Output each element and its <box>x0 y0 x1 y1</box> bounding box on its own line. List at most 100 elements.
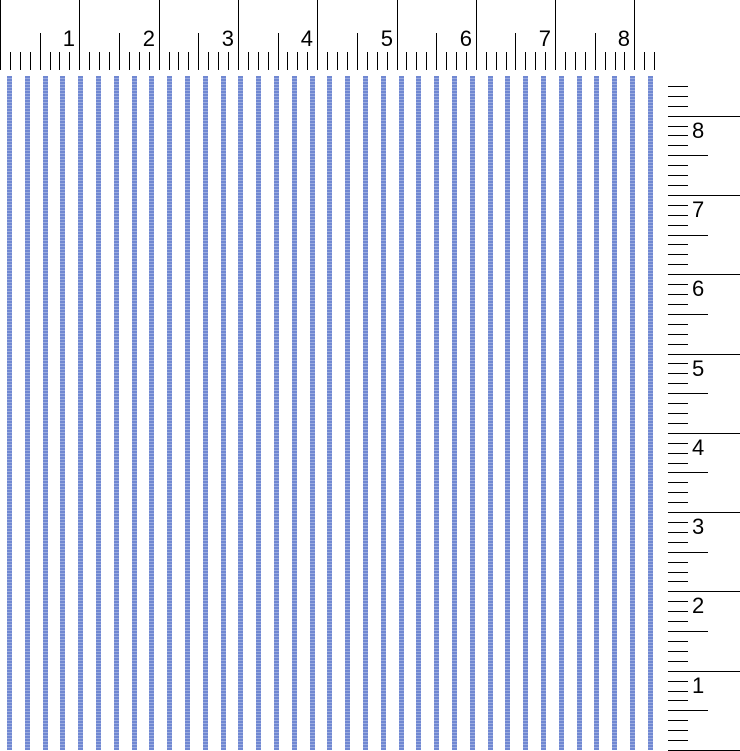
minor-tick <box>644 52 645 70</box>
minor-tick <box>496 52 497 70</box>
minor-tick <box>668 373 688 374</box>
minor-tick <box>406 52 407 70</box>
minor-tick <box>668 453 688 454</box>
stripe <box>380 76 386 750</box>
side-ruler: 1 2 3 4 5 6 7 8 <box>666 72 740 751</box>
minor-tick <box>178 52 179 70</box>
minor-tick <box>357 33 358 70</box>
major-tick <box>476 0 477 70</box>
minor-tick <box>327 52 328 70</box>
stripe <box>398 76 404 750</box>
ruler-label: 6 <box>459 26 472 51</box>
stripe <box>202 76 208 750</box>
stripe <box>576 76 582 750</box>
minor-tick <box>668 235 708 236</box>
stripe <box>505 76 511 750</box>
minor-tick <box>278 33 279 70</box>
minor-tick <box>668 344 688 345</box>
fabric-swatch <box>0 76 660 750</box>
minor-tick <box>139 52 140 70</box>
minor-tick <box>188 52 189 70</box>
minor-tick <box>426 52 427 70</box>
stripe <box>60 76 66 750</box>
major-tick <box>159 0 160 70</box>
minor-tick <box>466 52 467 70</box>
major-tick <box>397 0 398 70</box>
minor-tick <box>668 552 708 553</box>
minor-tick <box>486 52 487 70</box>
minor-tick <box>297 52 298 70</box>
minor-tick <box>668 403 688 404</box>
minor-tick <box>668 145 688 146</box>
major-tick <box>238 0 239 70</box>
stripe <box>113 76 119 750</box>
stripe <box>594 76 600 750</box>
minor-tick <box>668 126 688 127</box>
minor-tick <box>367 52 368 70</box>
minor-tick <box>149 52 150 70</box>
major-tick <box>668 433 740 434</box>
minor-tick <box>624 52 625 70</box>
minor-tick <box>456 52 457 70</box>
minor-tick <box>436 33 437 70</box>
minor-tick <box>506 52 507 70</box>
minor-tick <box>668 294 688 295</box>
minor-tick <box>668 264 688 265</box>
stripe <box>185 76 190 750</box>
minor-tick <box>668 572 688 573</box>
minor-tick <box>585 52 586 70</box>
minor-tick <box>40 33 41 70</box>
stripe <box>238 76 244 750</box>
minor-tick <box>668 681 688 682</box>
major-tick <box>668 354 740 355</box>
minor-tick <box>668 472 708 473</box>
minor-tick <box>668 304 688 305</box>
minor-tick <box>20 52 21 70</box>
minor-tick <box>89 52 90 70</box>
minor-tick <box>565 52 566 70</box>
minor-tick <box>668 334 688 335</box>
minor-tick <box>109 52 110 70</box>
ruler-label: 5 <box>380 26 393 51</box>
ruler-label: 2 <box>142 26 155 51</box>
minor-tick <box>668 562 688 563</box>
ruler-label: 7 <box>692 197 705 222</box>
minor-tick <box>668 710 708 711</box>
ruler-label: 8 <box>692 118 705 143</box>
minor-tick <box>668 185 688 186</box>
minor-tick <box>595 33 596 70</box>
stripe <box>220 76 226 750</box>
minor-tick <box>668 691 688 692</box>
minor-tick <box>668 205 688 206</box>
ruler-label: 2 <box>692 593 705 618</box>
minor-tick <box>668 314 708 315</box>
minor-tick <box>30 52 31 70</box>
minor-tick <box>668 413 688 414</box>
stripe <box>149 76 155 750</box>
stripe <box>131 76 137 750</box>
minor-tick <box>50 52 51 70</box>
stripe <box>274 76 279 750</box>
minor-tick <box>668 502 688 503</box>
stripe <box>541 76 546 750</box>
minor-tick <box>668 254 688 255</box>
minor-tick <box>668 581 688 582</box>
minor-tick <box>169 52 170 70</box>
minor-tick <box>668 96 688 97</box>
major-tick <box>668 274 740 275</box>
minor-tick <box>668 700 688 701</box>
major-tick <box>317 0 318 70</box>
stripe <box>469 76 475 750</box>
minor-tick <box>668 482 688 483</box>
ruler-label: 8 <box>617 26 630 51</box>
major-tick <box>668 671 740 672</box>
minor-tick <box>668 542 688 543</box>
minor-tick <box>525 52 526 70</box>
stripe <box>434 76 440 750</box>
minor-tick <box>668 165 688 166</box>
ruler-label: 3 <box>692 514 705 539</box>
stripe <box>256 76 262 750</box>
minor-tick <box>668 661 688 662</box>
minor-tick <box>668 631 708 632</box>
minor-tick <box>416 52 417 70</box>
